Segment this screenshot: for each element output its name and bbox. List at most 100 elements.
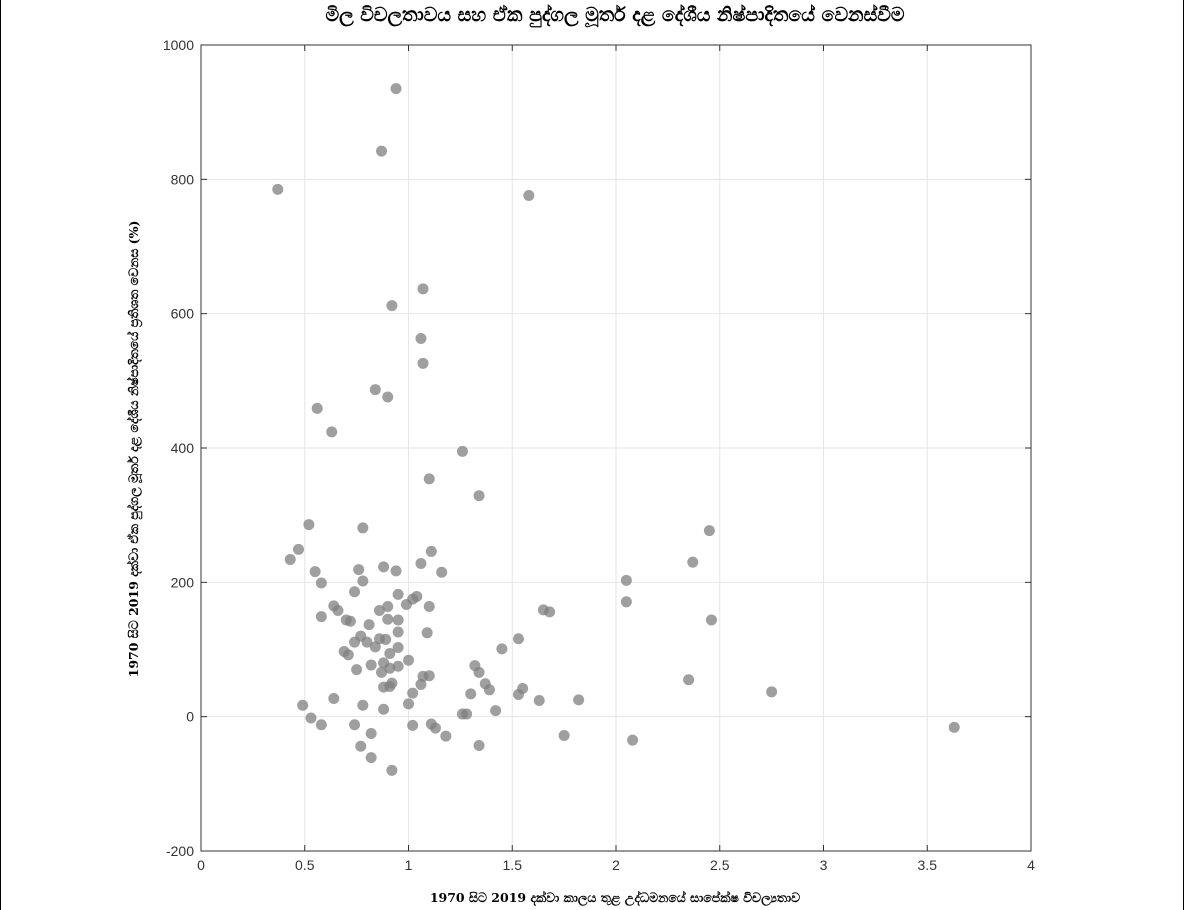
scatter-point <box>403 698 414 710</box>
x-tick-label: 0.5 <box>295 857 315 873</box>
scatter-point <box>523 189 535 201</box>
scatter-point <box>436 566 448 578</box>
scatter-point <box>351 664 363 676</box>
scatter-point <box>315 719 327 731</box>
scatter-point <box>429 722 441 734</box>
scatter-point <box>558 729 570 741</box>
scatter-point <box>483 684 495 696</box>
scatter-point <box>311 402 323 414</box>
scatter-point <box>382 601 394 613</box>
scatter-point <box>407 719 419 731</box>
scatter-point <box>342 649 354 661</box>
scatter-point <box>353 564 365 576</box>
scatter-point <box>461 708 473 720</box>
scatter-point <box>373 605 385 617</box>
scatter-point <box>380 633 392 645</box>
scatter-point <box>382 391 394 403</box>
scatter-point <box>328 693 340 705</box>
y-axis-label: 1970 සිට 2019 දක්වා ඒක පුද්ගල මූර්ත දළ ද… <box>125 221 143 678</box>
scatter-point <box>417 283 429 295</box>
x-tick-label: 3.5 <box>918 857 938 873</box>
scatter-point <box>392 626 404 638</box>
scatter-point <box>533 695 545 707</box>
scatter-point <box>620 574 632 586</box>
scatter-point <box>473 666 485 678</box>
scatter-point <box>376 666 388 678</box>
scatter-point <box>305 712 317 724</box>
scatter-point <box>948 721 960 733</box>
scatter-point <box>386 677 398 689</box>
x-tick-label: 1 <box>405 857 413 873</box>
y-tick-label: 200 <box>171 574 195 590</box>
scatter-point <box>407 687 419 699</box>
grid-lines <box>200 44 1032 852</box>
scatter-point <box>687 556 699 568</box>
x-tick-label: 4 <box>1027 857 1035 873</box>
scatter-point <box>332 605 344 617</box>
scatter-point <box>376 145 388 157</box>
scatter-point <box>365 752 377 764</box>
scatter-point <box>326 426 338 438</box>
scatter-point <box>386 764 398 776</box>
scatter-point <box>297 699 309 711</box>
scatter-point <box>392 660 404 672</box>
scatter-point <box>473 740 485 752</box>
scatter-point <box>357 699 369 711</box>
scatter-point <box>705 614 717 626</box>
scatter-point <box>456 445 468 457</box>
chart-title: මිල විචලතාවය සහ ඒක පුද්ගල මූර්ත දළ දේශීය… <box>325 4 904 29</box>
scatter-point <box>272 183 284 195</box>
scatter-point <box>544 606 556 618</box>
scatter-point <box>369 384 381 396</box>
scatter-point <box>417 357 429 369</box>
scatter-point <box>361 636 373 648</box>
scatter-point <box>293 543 305 555</box>
scatter-point <box>365 659 377 671</box>
scatter-point <box>355 740 367 752</box>
scatter-point <box>423 473 435 485</box>
scatter-point <box>423 670 435 682</box>
y-tick-label: 0 <box>186 709 194 725</box>
scatter-point <box>703 525 715 537</box>
scatter-point <box>378 561 390 573</box>
scatter-point <box>303 519 315 531</box>
y-tick-label: 400 <box>171 440 195 456</box>
scatter-point <box>384 648 396 660</box>
scatter-point <box>349 719 361 731</box>
scatter-point <box>382 613 394 625</box>
scatter-point <box>390 83 402 95</box>
scatter-point <box>392 614 404 626</box>
y-tick-label: 600 <box>171 306 195 322</box>
scatter-point <box>392 641 404 653</box>
y-tick-label: 1000 <box>163 37 194 53</box>
scatter-point <box>573 694 585 706</box>
scatter-point <box>517 682 529 694</box>
scatter-point <box>425 545 437 557</box>
scatter-point <box>363 619 375 631</box>
scatter-point <box>309 566 321 578</box>
scatter-point <box>415 558 427 570</box>
scatter-point <box>369 641 381 653</box>
scatter-point <box>512 633 524 645</box>
scatter-point <box>403 654 414 666</box>
scatter-point <box>421 627 433 639</box>
scatter-point <box>473 490 485 502</box>
scatter-point <box>627 734 639 746</box>
y-tick-label: 800 <box>171 171 195 187</box>
scatter-point <box>284 553 296 565</box>
scatter-point <box>390 565 402 577</box>
scatter-point <box>496 643 508 655</box>
scatter-point <box>365 727 377 739</box>
scatter-point <box>392 588 404 600</box>
scatter-point <box>490 705 502 717</box>
scatter-point <box>620 596 632 608</box>
x-axis-label: 1970 සිට 2019 දක්වා කාලය තුළ උද්ධමනයේ සා… <box>430 889 801 907</box>
x-tick-label: 3 <box>820 857 828 873</box>
scatter-point <box>357 575 369 587</box>
x-tick-label: 2 <box>612 857 620 873</box>
data-points <box>272 83 960 776</box>
scatter-point <box>357 522 369 534</box>
scatter-point <box>400 598 412 610</box>
